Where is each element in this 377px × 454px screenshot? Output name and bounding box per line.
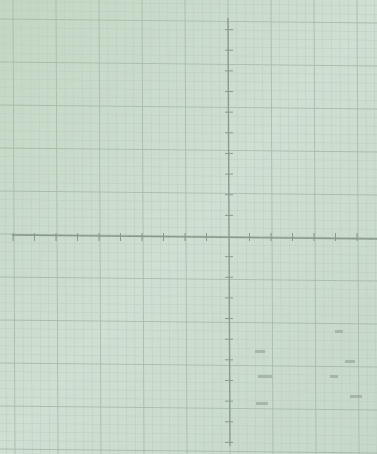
scribble: [255, 350, 265, 353]
page: (() => { const data = JSON.parse(documen…: [0, 0, 377, 454]
scribble: [258, 375, 272, 378]
scribble: [335, 330, 343, 333]
graph-paper-photo: [0, 0, 377, 454]
scribble: [330, 375, 338, 378]
scribble: [350, 395, 362, 398]
scribble: [256, 402, 268, 405]
scribble: [345, 360, 355, 363]
